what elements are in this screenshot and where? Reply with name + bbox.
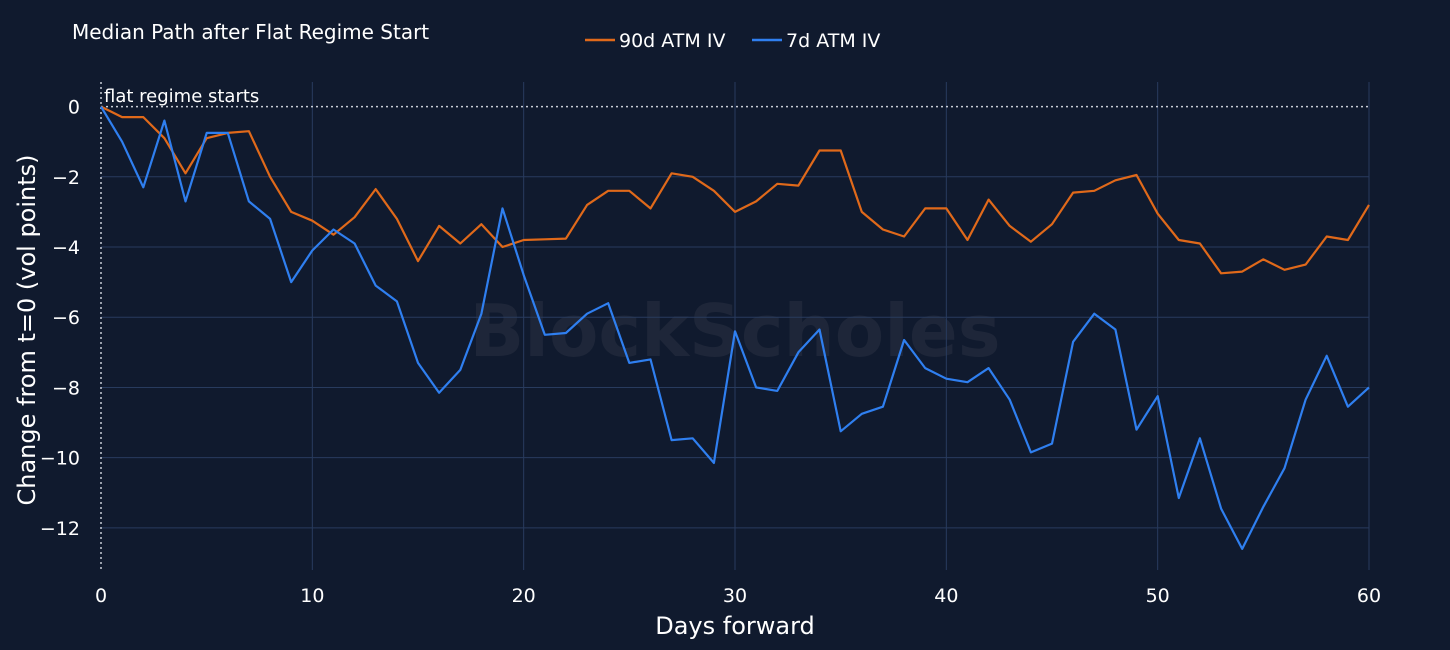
series-layer xyxy=(100,105,1370,551)
legend[interactable]: 90d ATM IV 7d ATM IV xyxy=(585,30,880,52)
legend-item-1[interactable]: 7d ATM IV xyxy=(752,30,880,52)
y-tick-label: −8 xyxy=(52,377,80,399)
regime-annotation: flat regime starts xyxy=(104,86,259,107)
y-tick-label: −6 xyxy=(52,307,80,329)
y-tick-label: −12 xyxy=(40,518,80,540)
legend-label: 7d ATM IV xyxy=(786,30,880,52)
legend-item-0[interactable]: 90d ATM IV xyxy=(585,30,725,52)
tick-labels: 0 10 20 30 40 50 60 0 −2 −4 −6 −8 −10 −12 xyxy=(40,97,1381,607)
grid xyxy=(101,82,1370,570)
legend-label: 90d ATM IV xyxy=(619,30,725,52)
series-line-0 xyxy=(100,105,1370,275)
x-tick-label: 0 xyxy=(95,585,107,607)
x-tick-label: 60 xyxy=(1357,585,1381,607)
y-axis-title: Change from t=0 (vol points) xyxy=(13,154,41,505)
y-tick-label: −10 xyxy=(40,448,80,470)
y-tick-label: −4 xyxy=(52,237,80,259)
x-tick-label: 40 xyxy=(934,585,958,607)
annotation-layer xyxy=(100,82,1369,570)
x-tick-label: 10 xyxy=(300,585,324,607)
series-line-1 xyxy=(100,106,1370,551)
x-axis-title: Days forward xyxy=(655,612,815,640)
chart-title: Median Path after Flat Regime Start xyxy=(72,20,429,44)
y-tick-label: −2 xyxy=(52,167,80,189)
x-tick-label: 20 xyxy=(512,585,536,607)
y-tick-label: 0 xyxy=(68,97,80,119)
x-tick-label: 50 xyxy=(1146,585,1170,607)
x-tick-label: 30 xyxy=(723,585,747,607)
